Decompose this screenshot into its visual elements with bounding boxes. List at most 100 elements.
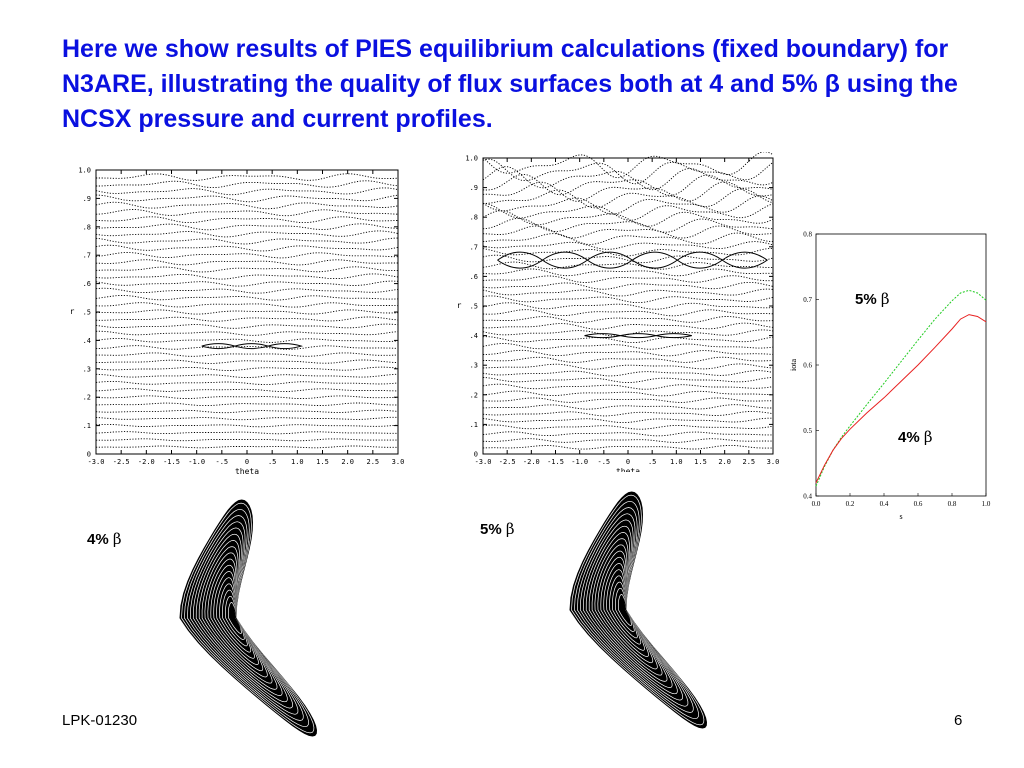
x-tick-label: -2.0 — [523, 458, 540, 466]
flux-surface-ring — [604, 566, 647, 654]
x-tick-label: -2.5 — [499, 458, 516, 466]
x-tick-label: 1.0 — [982, 500, 991, 508]
flux-surface-ring — [601, 559, 651, 661]
island — [497, 251, 544, 269]
beta-symbol: β — [505, 520, 515, 538]
flux-surface-trace — [482, 383, 774, 390]
flux-surface-ring — [596, 547, 661, 673]
island — [584, 333, 621, 339]
flux-surface-ring — [575, 504, 697, 716]
flux-surface-trace — [95, 237, 398, 245]
y-tick-label: .4 — [83, 337, 91, 345]
flux-surface-trace — [482, 417, 773, 424]
flux-surface-trace — [96, 402, 398, 407]
flux-surface-trace — [482, 166, 774, 191]
flux-surface-trace — [482, 241, 774, 250]
beta-symbol: β — [880, 290, 890, 308]
flux-surface-ring — [613, 584, 637, 636]
x-tick-label: 2.0 — [341, 458, 354, 466]
flux-surface-plot-5pct: -3.0 -2.5 -2.0 -1.5 -1.0 -.5 0 .5 1.0 1.5 2.0 2.5 3.… — [457, 152, 779, 472]
chart-label-4pct: 4% β — [898, 428, 933, 446]
flux-surface-trace — [95, 201, 399, 210]
y-tick-label: 0.5 — [803, 427, 812, 435]
y-tick-label: .6 — [83, 280, 91, 288]
island — [587, 251, 634, 269]
flux-surface-ring — [591, 538, 668, 682]
flux-surface-ring — [606, 569, 645, 651]
flux-surface-ring — [226, 599, 244, 637]
flux-surface-ring — [217, 580, 253, 656]
flux-surface-ring — [192, 527, 293, 709]
flux-surface-trace — [483, 356, 773, 363]
flux-surface-trace — [95, 244, 399, 252]
series-line — [815, 289, 987, 487]
flux-surface-trace — [96, 173, 399, 181]
x-tick-label: 1.5 — [694, 458, 707, 466]
x-tick-label: 0.6 — [914, 500, 923, 508]
y-tick-label: 0.7 — [803, 296, 812, 304]
flux-surface-plot-4pct: -3.0 -2.5 -2.0 -1.5 -1.0 -.5 0 .5 1.0 1.5 2.0 2.5 3.… — [70, 167, 405, 477]
flux-surface-trace — [96, 438, 398, 442]
flux-surface-ring — [213, 571, 259, 665]
flux-surface-trace — [482, 188, 774, 209]
x-tick-label: -3.0 — [88, 458, 105, 466]
flux-surface-ring — [185, 512, 307, 724]
flux-surface-trace — [483, 349, 774, 357]
flux-surface-ring — [228, 602, 242, 634]
y-axis-label: r — [70, 307, 75, 316]
y-tick-label: .2 — [470, 391, 478, 399]
flux-surface-trace — [482, 424, 774, 430]
x-tick-label: 1.5 — [316, 458, 329, 466]
island — [655, 333, 692, 339]
flux-surface-trace — [483, 404, 773, 410]
flux-surface-trace — [95, 194, 399, 203]
flux-surface-trace — [95, 423, 399, 428]
flux-surface-trace — [482, 376, 774, 384]
flux-surface-ring — [581, 516, 686, 704]
flux-surface-ring — [184, 508, 309, 728]
flux-surface-ring — [204, 552, 273, 684]
flux-surface-ring — [579, 513, 689, 707]
chart-label-5pct: 5% β — [855, 290, 890, 308]
x-tick-label: -1.0 — [571, 458, 588, 466]
flux-surface-trace — [96, 180, 399, 189]
cross-section-5pct — [569, 491, 708, 729]
flux-surface-ring — [197, 536, 286, 700]
flux-surface-ring — [600, 556, 654, 664]
flux-surface-trace — [482, 247, 773, 257]
flux-surface-ring — [587, 528, 676, 692]
slide-title: Here we show results of PIES equilibrium… — [62, 35, 958, 133]
island — [632, 251, 679, 269]
flux-surface-trace — [482, 343, 774, 350]
flux-surface-trace — [482, 390, 773, 397]
island — [721, 251, 769, 269]
y-tick-label: .5 — [83, 309, 91, 317]
x-tick-label: -2.5 — [113, 458, 130, 466]
flux-surface-trace — [482, 302, 774, 310]
island-chain — [201, 343, 304, 350]
chart-frame — [815, 233, 987, 497]
y-tick-label: .6 — [470, 273, 478, 281]
y-axis-label: r — [457, 301, 462, 310]
x-tick-label: -3.0 — [475, 458, 492, 466]
island — [620, 333, 657, 339]
flux-surface-ring — [598, 553, 656, 667]
flux-surface-trace — [482, 173, 774, 196]
flux-surface-ring — [593, 541, 665, 679]
flux-surface-trace — [96, 395, 398, 400]
flux-surface-trace — [482, 309, 774, 317]
flux-surface-ring — [618, 594, 632, 626]
flux-surface-traces — [482, 152, 774, 450]
flux-surface-ring — [216, 577, 255, 659]
flux-surface-ring — [181, 502, 315, 734]
y-tick-label: .8 — [83, 223, 91, 231]
x-tick-label: 1.0 — [670, 458, 683, 466]
flux-surface-ring — [610, 578, 640, 642]
y-tick-label: .7 — [83, 252, 91, 260]
y-tick-label: .9 — [83, 195, 91, 203]
flux-surface-trace — [96, 216, 398, 224]
flux-surface-trace — [95, 431, 398, 435]
flux-surface-trace — [482, 322, 774, 330]
cross-section-label-5pct: 5% β — [480, 520, 515, 538]
flux-surface-trace — [95, 323, 399, 329]
